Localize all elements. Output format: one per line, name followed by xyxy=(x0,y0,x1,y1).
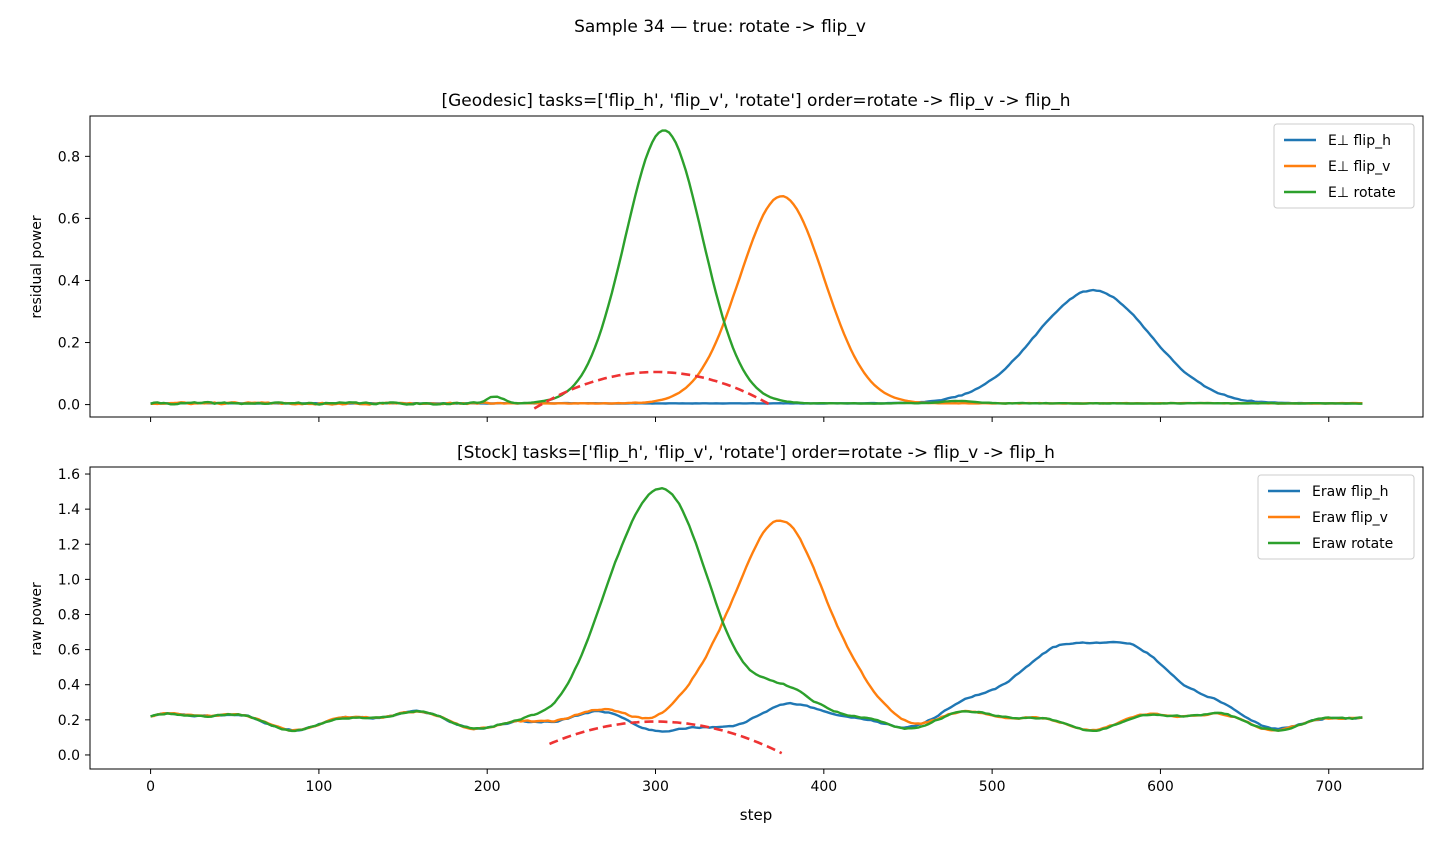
stock-xtick-label: 100 xyxy=(306,779,333,795)
stock-xtick-label: 400 xyxy=(810,779,837,795)
stock-legend: Eraw flip_h Eraw flip_v Eraw rotate xyxy=(1257,474,1415,560)
geodesic-panel-title: [Geodesic] tasks=['flip_h', 'flip_v', 'r… xyxy=(441,91,1070,111)
stock-xlabel: step xyxy=(740,806,772,824)
stock-ytick-label: 0.4 xyxy=(58,678,80,694)
stock-ytick-label: 1.6 xyxy=(58,467,80,483)
geodesic-series-line-flip-v xyxy=(150,195,1363,406)
geodesic-axes-frame xyxy=(89,115,1424,418)
stock-xtick-label: 200 xyxy=(474,779,501,795)
stock-ytick-label: 0.8 xyxy=(58,607,80,623)
geodesic-legend-label: E⊥ flip_v xyxy=(1328,159,1390,175)
geodesic-ytick-label: 0.4 xyxy=(58,273,80,289)
geodesic-legend-label: E⊥ rotate xyxy=(1328,185,1396,201)
stock-plot-area: 0 100 200 300 400 500 600 700 0.0 0.2 0.4 0.6 0.8 1.0… xyxy=(58,466,1424,795)
stock-axes-frame xyxy=(89,466,1424,770)
geodesic-ytick-label: 0.6 xyxy=(58,211,80,227)
geodesic-legend: E⊥ flip_h E⊥ flip_v E⊥ rotate xyxy=(1273,123,1415,209)
stock-legend-label: Eraw flip_v xyxy=(1312,510,1388,526)
stock-fit-curve xyxy=(548,720,783,755)
stock-ytick-label: 1.4 xyxy=(58,502,80,518)
stock-panel-title: [Stock] tasks=['flip_h', 'flip_v', 'rota… xyxy=(457,443,1055,463)
stock-series-group xyxy=(150,487,1363,755)
stock-ytick-label: 0.6 xyxy=(58,643,80,659)
geodesic-series-group xyxy=(150,129,1363,410)
geodesic-ytick-label: 0.2 xyxy=(58,336,80,352)
geodesic-panel: [Geodesic] tasks=['flip_h', 'flip_v', 'r… xyxy=(29,91,1424,422)
geodesic-legend-box xyxy=(1273,123,1415,209)
geodesic-legend-label: E⊥ flip_h xyxy=(1328,133,1391,149)
stock-ytick-label: 1.0 xyxy=(58,572,80,588)
geodesic-ytick-label: 0.8 xyxy=(58,149,80,165)
stock-series-line-flip-v xyxy=(150,519,1363,732)
geodesic-ylabel: residual power xyxy=(29,215,45,318)
figure-suptitle: Sample 34 — true: rotate -> flip_v xyxy=(574,17,866,37)
stock-panel: [Stock] tasks=['flip_h', 'flip_v', 'rota… xyxy=(29,443,1424,824)
geodesic-series-line-rotate xyxy=(150,129,1363,406)
stock-xtick-label: 0 xyxy=(146,779,155,795)
stock-ylabel: raw power xyxy=(29,582,45,656)
stock-ytick-label: 0.2 xyxy=(58,713,80,729)
stock-xtick-label: 300 xyxy=(642,779,669,795)
stock-ytick-label: 1.2 xyxy=(58,537,80,553)
stock-legend-box xyxy=(1257,474,1415,560)
geodesic-fit-curve xyxy=(533,370,771,410)
stock-xtick-label: 600 xyxy=(1147,779,1174,795)
stock-legend-label: Eraw flip_h xyxy=(1312,484,1389,500)
geodesic-ytick-label: 0.0 xyxy=(58,398,80,414)
stock-series-line-rotate xyxy=(150,487,1363,733)
stock-legend-label: Eraw rotate xyxy=(1312,536,1393,552)
stock-xtick-label: 500 xyxy=(979,779,1006,795)
geodesic-plot-area: 0.0 0.2 0.4 0.6 0.8 E⊥ flip_h E⊥ flip_v E⊥ rota… xyxy=(58,115,1424,422)
stock-xtick-label: 700 xyxy=(1315,779,1342,795)
stock-ytick-label: 0.0 xyxy=(58,748,80,764)
